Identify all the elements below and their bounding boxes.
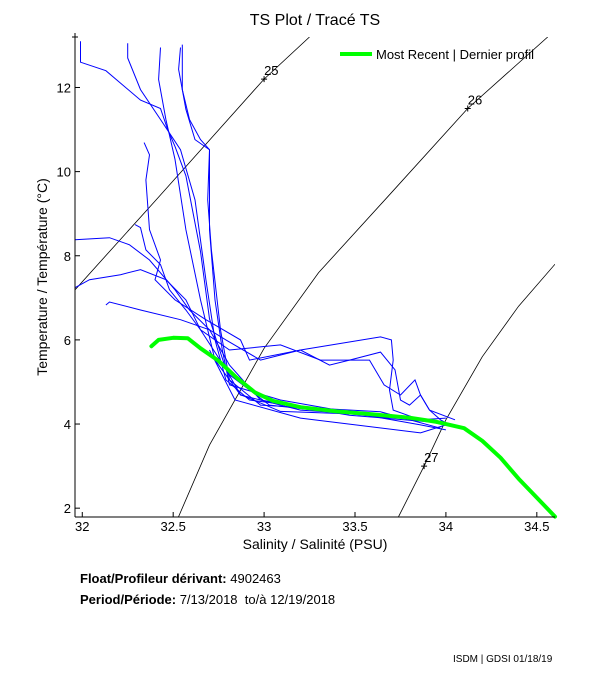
float-id: 4902463 xyxy=(230,571,281,586)
end-date: 12/19/2018 xyxy=(270,592,336,607)
y-tick-label: 6 xyxy=(64,333,71,348)
footer-credit: ISDM | GDSI 01/18/19 xyxy=(453,654,553,665)
start-date: 7/13/2018 xyxy=(179,592,238,607)
x-axis-label: Salinity / Salinité (PSU) xyxy=(243,536,388,552)
contour-marker-icon xyxy=(261,76,268,83)
period-label: Period/Période: xyxy=(80,592,177,607)
y-tick-label: 10 xyxy=(57,165,71,180)
contour-marker-icon xyxy=(421,463,428,470)
x-tick-label: 32 xyxy=(75,519,89,534)
profile-line xyxy=(134,224,456,421)
most-recent-profile xyxy=(149,335,557,519)
legend-label: Most Recent | Dernier profil xyxy=(376,47,534,62)
axis-origin-marker-icon xyxy=(72,33,78,40)
profile-line xyxy=(178,47,441,429)
profile-line xyxy=(74,237,430,423)
chart-title: TS Plot / Tracé TS xyxy=(250,12,380,29)
contour-label: 26 xyxy=(468,93,482,108)
y-tick-label: 12 xyxy=(57,80,71,95)
density-contour-25 xyxy=(75,37,310,291)
density-contour-27 xyxy=(398,263,555,517)
x-tick-label: 33 xyxy=(257,519,271,534)
axes: 32 32.5 33 33.5 34 34.5 2 4 6 8 10 12 xyxy=(57,33,555,534)
profile-line xyxy=(209,349,447,434)
y-tick-label: 2 xyxy=(64,501,71,516)
contour-label: 27 xyxy=(424,450,438,465)
profiles xyxy=(74,41,456,434)
profile-line xyxy=(158,47,421,419)
density-contours: 25 26 27 xyxy=(75,37,555,517)
profile-line xyxy=(143,142,450,426)
period-info: Period/Période: 7/13/2018 to/à 12/19/201… xyxy=(80,592,335,607)
float-label: Float/Profileur dérivant: xyxy=(80,571,227,586)
float-info: Float/Profileur dérivant: 4902463 xyxy=(80,571,281,586)
y-axis-label: Temperature / Température (°C) xyxy=(34,178,50,376)
profile-line xyxy=(127,43,450,426)
profile-line xyxy=(80,41,441,425)
y-tick-label: 4 xyxy=(64,417,71,432)
profile-line xyxy=(181,44,446,431)
x-tick-label: 32.5 xyxy=(161,519,186,534)
contour-marker-icon xyxy=(464,105,471,112)
y-tick-label: 8 xyxy=(64,249,71,264)
x-tick-label: 33.5 xyxy=(342,519,367,534)
legend: Most Recent | Dernier profil xyxy=(340,47,534,62)
x-tick-label: 34 xyxy=(439,519,453,534)
density-contour-26 xyxy=(178,37,548,517)
to-label: to/à xyxy=(244,592,267,607)
x-tick-label: 34.5 xyxy=(524,519,549,534)
contour-label: 25 xyxy=(264,63,278,78)
most-recent-line xyxy=(149,335,557,519)
